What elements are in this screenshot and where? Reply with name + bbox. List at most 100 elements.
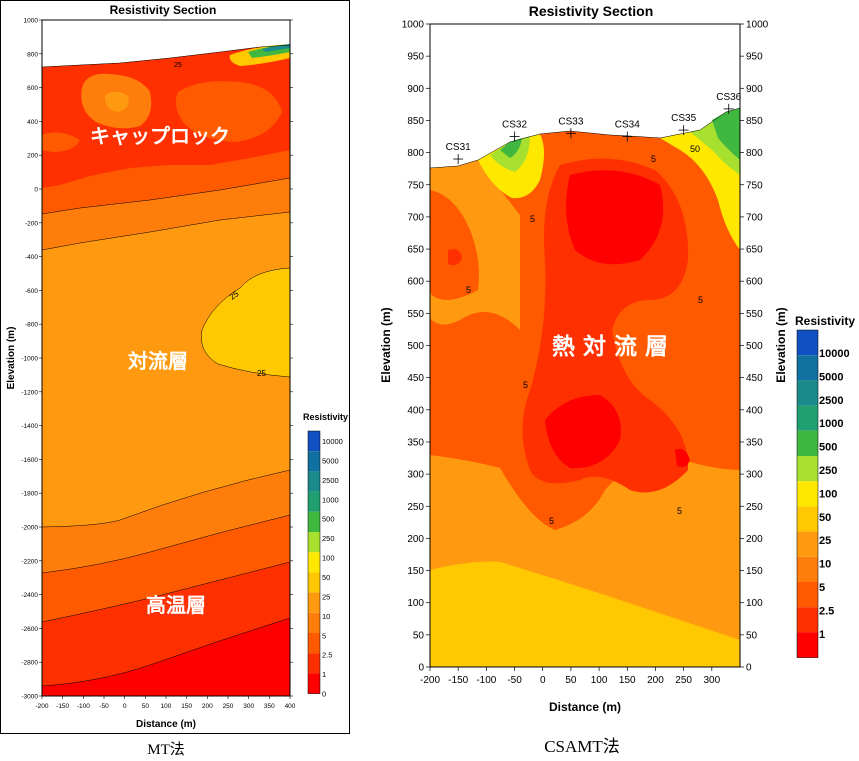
csamt-ytick-label: 700 [407,212,424,223]
mt-xtick-label: -100 [77,703,90,710]
mt-legend-swatch [308,612,320,633]
mt-ytick-label: -2600 [21,626,38,633]
csamt-contour-label: 50 [690,144,700,154]
csamt-legend: 10000 5000 2500 1000 500 250 100 50 25 10 5 2.5 1 [796,329,850,658]
mt-ytick-label: 400 [27,119,38,126]
mt-legend-label: 10 [322,612,330,621]
csamt-legend-swatch [797,632,818,658]
csamt-ytick-label-right: 400 [746,405,763,416]
csamt-legend-label: 10000 [819,348,850,360]
csamt-legend-label: 50 [819,512,831,524]
station-label: CS32 [502,120,527,131]
mt-legend-label: 100 [322,554,335,563]
mt-deep-1 [42,618,290,696]
csamt-ytick-label: 600 [407,277,424,288]
mt-ytick-label: -2200 [21,558,38,565]
mt-title: Resistivity Section [110,3,217,17]
csamt-xtick-label: -150 [448,675,468,686]
mt-legend-swatch [308,572,320,593]
csamt-ytick-label-right: 700 [746,212,763,223]
mt-ytick-label: -2800 [21,660,38,667]
mt-xtick-label: 50 [142,703,150,710]
mt-axes: 10008006004002000-200-400-600-800-1000-1… [21,18,295,711]
csamt-surface-green-2 [712,108,740,160]
csamt-legend-swatch [797,582,818,608]
mt-annotation-hot-layer: 高温層 [146,593,206,617]
csamt-chart: Resistivity Section [379,3,855,714]
mt-ytick-label: 800 [27,51,38,58]
mt-legend-label: 0 [322,690,326,699]
csamt-ytick-label: 800 [407,148,424,159]
csamt-legend-label: 5 [819,582,825,594]
csamt-ytick-label: 500 [407,341,424,352]
mt-legend-label: 10000 [322,437,343,446]
csamt-ytick-label: 400 [407,405,424,416]
csamt-legend-label: 500 [819,442,837,454]
mt-legend-label: 250 [322,534,335,543]
mt-xtick-label: -50 [99,703,109,710]
mt-ytick-label: -1800 [21,491,38,498]
csamt-ytick-label: 100 [407,598,424,609]
csamt-ytick-label-right: 750 [746,180,763,191]
csamt-surface-green-1 [500,138,522,158]
mt-legend-swatch [308,673,320,694]
mt-ytick-label: -1200 [21,389,38,396]
mt-ytick-label: -1400 [21,423,38,430]
csamt-stations: CS31 CS32 CS33 CS34 CS35 CS36 [446,92,742,165]
csamt-legend-frame [796,329,819,658]
mt-legend-swatch [308,653,320,674]
csamt-legend-swatch [797,481,818,507]
csamt-annotation-convection: 熱 対 流 層 [552,333,668,360]
mt-contour-lines [41,44,291,687]
csamt-legend-label: 1000 [819,418,843,430]
csamt-ytick-label-right: 550 [746,309,763,320]
csamt-contour-label: 5 [466,285,471,295]
csamt-xtick-label: 200 [647,675,664,686]
mt-legend-swatch [308,633,320,654]
csamt-contour-lines [429,107,741,169]
csamt-legend-swatch [797,405,818,431]
mt-legend-label: 50 [322,573,330,582]
csamt-legend-label: 100 [819,488,837,500]
csamt-ytick-label-right: 850 [746,116,763,127]
mt-legend-swatch [308,431,320,452]
mt-ytick-label: -2400 [21,592,38,599]
mt-xlabel: Distance (m) [136,719,196,730]
csamt-xtick-label: 100 [591,675,608,686]
mt-ytick-label: -3000 [21,694,38,701]
mt-ytick-label: -1600 [21,457,38,464]
csamt-ytick-label-right: 200 [746,534,763,545]
csamt-legend-swatch [797,355,818,381]
csamt-xtick-label: -50 [507,675,522,686]
mt-sky [42,20,290,67]
csamt-legend-swatch [797,556,818,582]
csamt-left-lobe-inner [430,190,479,300]
csamt-ytick-label-right: 250 [746,502,763,513]
csamt-contour-label: 5 [677,506,682,516]
mt-ytick-label: 600 [27,85,38,92]
csamt-left-spot [448,249,462,266]
mt-xtick-label: 200 [202,703,213,710]
csamt-ytick-label-right: 150 [746,566,763,577]
mt-xtick-label: 250 [223,703,234,710]
csamt-ytick-label: 0 [418,663,424,674]
csamt-ytick-label-right: 300 [746,470,763,481]
csamt-ytick-label: 950 [407,52,424,63]
csamt-legend-swatch [797,506,818,532]
csamt-caption: CSAMT法 [544,737,620,756]
csamt-ytick-label: 300 [407,470,424,481]
mt-legend-title: Resistivity [303,412,348,422]
mt-legend-label: 1 [322,670,326,679]
mt-annotation-caprock: キャップロック [90,124,230,148]
csamt-ytick-label: 250 [407,502,424,513]
csamt-legend-title: Resistivity [795,314,855,328]
mt-contour-label: 25 [174,62,182,69]
mt-legend-swatch [308,471,320,492]
mt-annotation-convection: 対流層 [127,349,188,373]
station-label: CS34 [615,120,640,131]
csamt-contour-label: 5 [698,295,703,305]
csamt-ytick-label-right: 500 [746,341,763,352]
csamt-ytick-label: 1000 [402,20,425,31]
csamt-sky [430,24,740,168]
